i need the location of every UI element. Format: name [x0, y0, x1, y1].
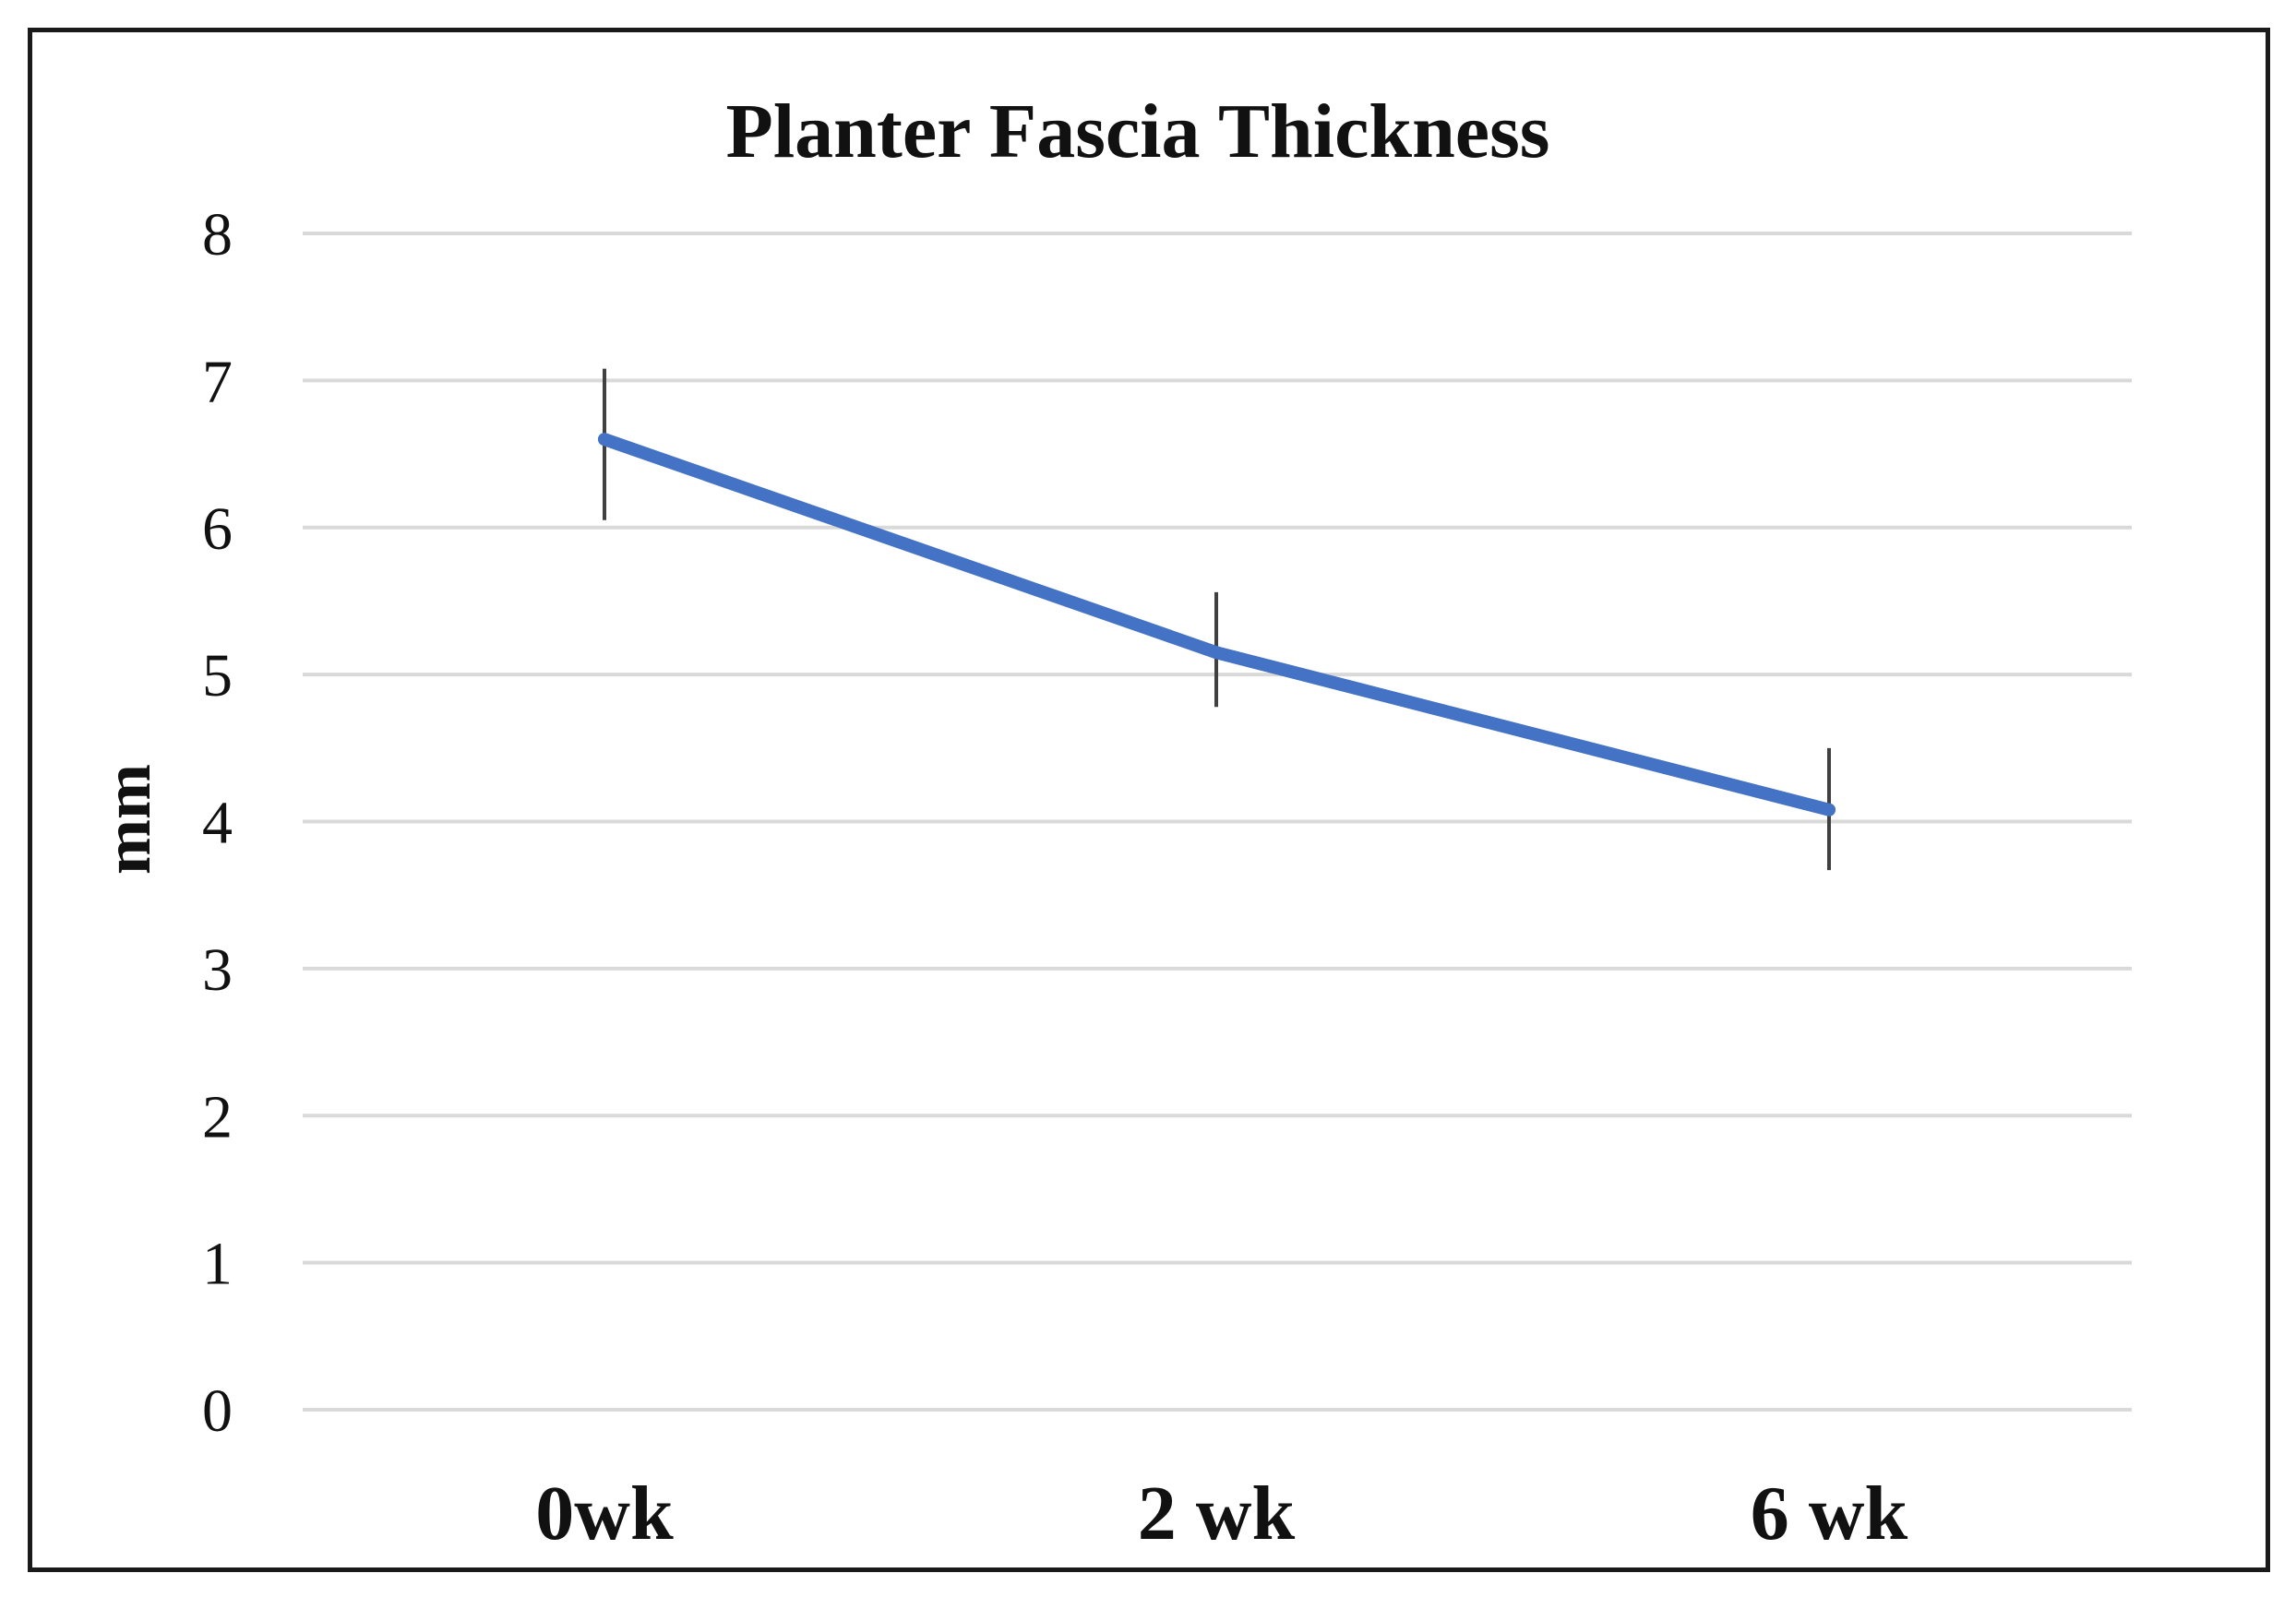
y-tick-label-8: 8: [202, 201, 233, 268]
x-category-label-2: 6 wk: [1751, 1471, 1908, 1556]
chart-frame: [28, 28, 2270, 1572]
y-axis-title: mm: [90, 764, 164, 875]
data-point-2: [1823, 803, 1836, 816]
y-tick-label-5: 5: [202, 642, 233, 709]
data-point-1: [1210, 646, 1223, 660]
y-axis-ticks: 0 1 2 3 4 5 6 7 8: [202, 201, 233, 1445]
y-tick-label-7: 7: [202, 348, 233, 415]
y-tick-label-1: 1: [202, 1231, 233, 1298]
x-axis-categories: 0wk 2 wk 6 wk: [535, 1471, 1907, 1556]
x-category-label-1: 2 wk: [1138, 1471, 1296, 1556]
y-tick-label-4: 4: [202, 790, 233, 857]
y-tick-label-0: 0: [202, 1377, 233, 1445]
x-category-label-0: 0wk: [535, 1471, 674, 1556]
y-tick-label-2: 2: [202, 1083, 233, 1150]
chart-title: Planter Fascia Thickness: [726, 89, 1550, 174]
data-point-0: [598, 433, 611, 447]
y-tick-label-6: 6: [202, 495, 233, 563]
gridlines: [303, 232, 2132, 1412]
series-lines: [598, 433, 1836, 816]
error-bars: [603, 368, 1831, 871]
y-tick-label-3: 3: [202, 936, 233, 1004]
